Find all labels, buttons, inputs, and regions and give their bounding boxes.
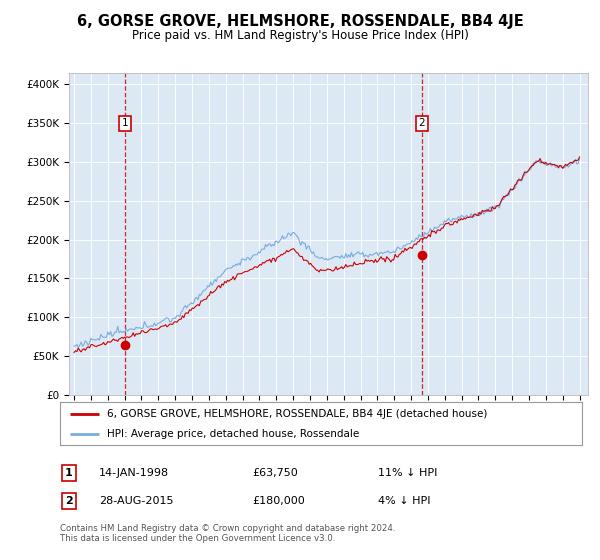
Text: 4% ↓ HPI: 4% ↓ HPI	[378, 496, 431, 506]
Text: 6, GORSE GROVE, HELMSHORE, ROSSENDALE, BB4 4JE (detached house): 6, GORSE GROVE, HELMSHORE, ROSSENDALE, B…	[107, 409, 487, 419]
Text: HPI: Average price, detached house, Rossendale: HPI: Average price, detached house, Ross…	[107, 430, 359, 439]
Text: 11% ↓ HPI: 11% ↓ HPI	[378, 468, 437, 478]
Text: 14-JAN-1998: 14-JAN-1998	[99, 468, 169, 478]
Text: £63,750: £63,750	[252, 468, 298, 478]
Text: 1: 1	[122, 118, 128, 128]
Text: 1: 1	[65, 468, 73, 478]
Text: £180,000: £180,000	[252, 496, 305, 506]
Text: 2: 2	[65, 496, 73, 506]
Text: Contains HM Land Registry data © Crown copyright and database right 2024.
This d: Contains HM Land Registry data © Crown c…	[60, 524, 395, 543]
Text: 28-AUG-2015: 28-AUG-2015	[99, 496, 173, 506]
Text: 2: 2	[419, 118, 425, 128]
Text: Price paid vs. HM Land Registry's House Price Index (HPI): Price paid vs. HM Land Registry's House …	[131, 29, 469, 42]
Text: 6, GORSE GROVE, HELMSHORE, ROSSENDALE, BB4 4JE: 6, GORSE GROVE, HELMSHORE, ROSSENDALE, B…	[77, 14, 523, 29]
